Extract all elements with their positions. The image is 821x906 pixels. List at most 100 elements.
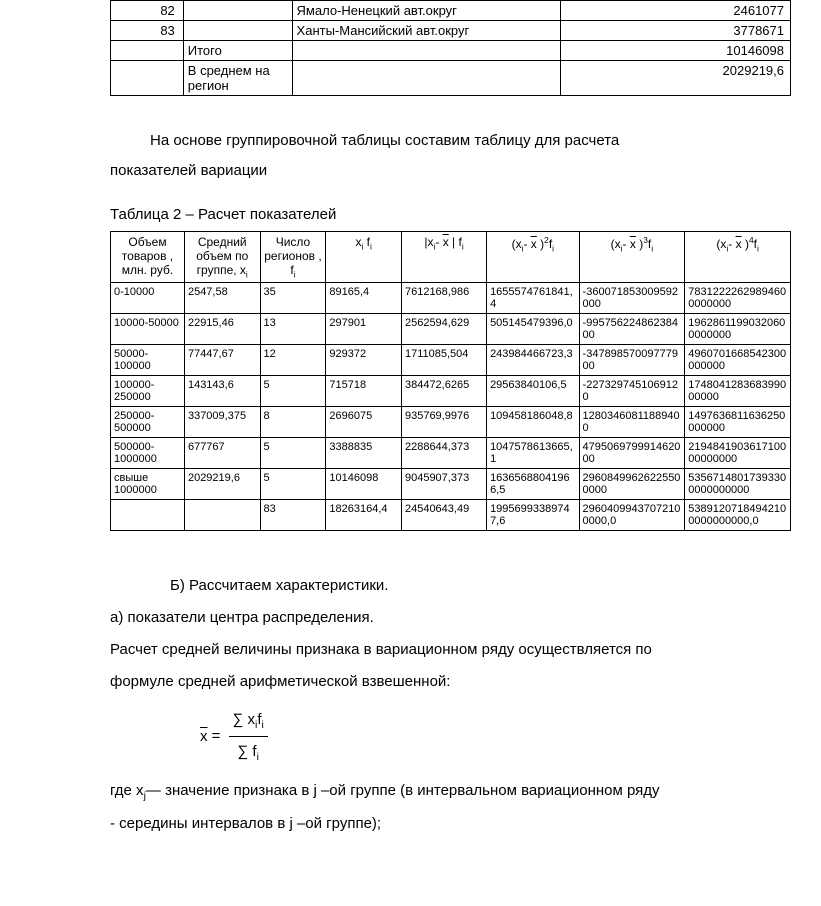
cell: 337009,375 xyxy=(184,407,260,438)
cell: -34789857009777900 xyxy=(579,345,685,376)
col-header: Число регионов , fi xyxy=(260,232,326,283)
cell: -99575622486238400 xyxy=(579,314,685,345)
cell: 29604099437072100000,0 xyxy=(579,500,685,531)
cell: 5 xyxy=(260,469,326,500)
cell: 10000-50000 xyxy=(111,314,185,345)
cell: 16365688041966,5 xyxy=(487,469,579,500)
cell: 935769,9976 xyxy=(401,407,486,438)
cell: 384472,6265 xyxy=(401,376,486,407)
cell-group: В среднем на регион xyxy=(183,61,292,96)
cell-value: 2461077 xyxy=(560,1,790,21)
cell xyxy=(184,500,260,531)
section-b-line1: Расчет средней величины признака в вариа… xyxy=(110,635,791,665)
cell-value: 3778671 xyxy=(560,21,790,41)
table-row: 100000-250000143143,65715718384472,62652… xyxy=(111,376,791,407)
cell: 929372 xyxy=(326,345,402,376)
section-b-line2: формуле средней арифметической взвешенно… xyxy=(110,667,791,697)
col-header: Средний объем по группе, xi xyxy=(184,232,260,283)
cell-region xyxy=(292,41,560,61)
cell: 677767 xyxy=(184,438,260,469)
table2-caption: Таблица 2 – Расчет показателей xyxy=(110,206,791,223)
cell: 1047578613665,1 xyxy=(487,438,579,469)
cell-group xyxy=(183,21,292,41)
cell: 35 xyxy=(260,283,326,314)
cell: 2696075 xyxy=(326,407,402,438)
cell-group xyxy=(183,1,292,21)
cell-region: Ханты-Мансийский авт.округ xyxy=(292,21,560,41)
cell-value: 2029219,6 xyxy=(560,61,790,96)
cell: -2273297451069120 xyxy=(579,376,685,407)
cell: 78312222629894600000000 xyxy=(685,283,791,314)
section-b-title: Б) Рассчитаем характеристики. xyxy=(110,571,791,601)
cell: 5 xyxy=(260,376,326,407)
cell-num: 82 xyxy=(111,1,184,21)
section-b-a: а) показатели центра распределения. xyxy=(110,603,791,633)
cell: 109458186048,8 xyxy=(487,407,579,438)
cell: 250000-500000 xyxy=(111,407,185,438)
table-row: 50000-10000077447,67129293721711085,5042… xyxy=(111,345,791,376)
cell: 7612168,986 xyxy=(401,283,486,314)
col-header: Объем товаров , млн. руб. xyxy=(111,232,185,283)
cell-num: 83 xyxy=(111,21,184,41)
cell-value: 10146098 xyxy=(560,41,790,61)
cell: 13 xyxy=(260,314,326,345)
cell: 1655574761841,4 xyxy=(487,283,579,314)
intro-line2: показателей вариации xyxy=(110,162,267,179)
table-row: 8318263164,424540643,4919956993389747,62… xyxy=(111,500,791,531)
cell: 479506979991462000 xyxy=(579,438,685,469)
cell: 8 xyxy=(260,407,326,438)
cell: 174804128368399000000 xyxy=(685,376,791,407)
cell: 18263164,4 xyxy=(326,500,402,531)
cell: 29608499626225500000 xyxy=(579,469,685,500)
col-header: (xi- x )2fi xyxy=(487,232,579,283)
col-header: xi fi xyxy=(326,232,402,283)
weighted-mean-formula: x = ∑ xifi ∑ fi xyxy=(200,705,791,768)
where-line2: - середины интервалов в j –ой группе); xyxy=(110,809,791,839)
cell: 12 xyxy=(260,345,326,376)
intro-paragraph: На основе группировочной таблицы состави… xyxy=(110,126,791,186)
cell: 297901 xyxy=(326,314,402,345)
cell: 243984466723,3 xyxy=(487,345,579,376)
table-row: 250000-500000337009,37582696075935769,99… xyxy=(111,407,791,438)
cell: 219484190361710000000000 xyxy=(685,438,791,469)
table-row: 10000-5000022915,46132979012562594,62950… xyxy=(111,314,791,345)
cell: 100000-250000 xyxy=(111,376,185,407)
cell: 22915,46 xyxy=(184,314,260,345)
cell: 143143,6 xyxy=(184,376,260,407)
where-line1: где xj— значение признака в j –ой группе… xyxy=(110,776,791,807)
cell-region xyxy=(292,61,560,96)
table-row: 83 Ханты-Мансийский авт.округ3778671 xyxy=(111,21,791,41)
table-row: В среднем на регион 2029219,6 xyxy=(111,61,791,96)
cell-num xyxy=(111,41,184,61)
cell: 19956993389747,6 xyxy=(487,500,579,531)
cell: 24540643,49 xyxy=(401,500,486,531)
intro-line1: На основе группировочной таблицы состави… xyxy=(110,126,791,156)
table-row: 500000-1000000677767533888352288644,3731… xyxy=(111,438,791,469)
col-header: |xi- x | fi xyxy=(401,232,486,283)
cell: 77447,67 xyxy=(184,345,260,376)
cell-region: Ямало-Ненецкий авт.округ xyxy=(292,1,560,21)
cell: 2562594,629 xyxy=(401,314,486,345)
table-row: 82 Ямало-Ненецкий авт.округ2461077 xyxy=(111,1,791,21)
cell: 5 xyxy=(260,438,326,469)
cell: 83 xyxy=(260,500,326,531)
region-summary-table: 82 Ямало-Ненецкий авт.округ2461077 83 Ханты… xyxy=(110,0,791,96)
cell: 89165,4 xyxy=(326,283,402,314)
cell: 2029219,6 xyxy=(184,469,260,500)
cell: 12803460811889400 xyxy=(579,407,685,438)
cell: 4960701668542300000000 xyxy=(685,345,791,376)
cell: 2547,58 xyxy=(184,283,260,314)
section-b: Б) Рассчитаем характеристики. а) показат… xyxy=(110,571,791,839)
table-row: свыше 10000002029219,65101460989045907,3… xyxy=(111,469,791,500)
cell xyxy=(111,500,185,531)
table-row: 0-100002547,583589165,47612168,986165557… xyxy=(111,283,791,314)
cell: 53567148017393300000000000 xyxy=(685,469,791,500)
variation-calc-table: Объем товаров , млн. руб.Средний объем п… xyxy=(110,231,791,531)
cell: 53891207184942100000000000,0 xyxy=(685,500,791,531)
table-row: Итого10146098 xyxy=(111,41,791,61)
cell: 1497636811636250000000 xyxy=(685,407,791,438)
cell: 2288644,373 xyxy=(401,438,486,469)
cell: 3388835 xyxy=(326,438,402,469)
cell: 0-10000 xyxy=(111,283,185,314)
cell: 1711085,504 xyxy=(401,345,486,376)
